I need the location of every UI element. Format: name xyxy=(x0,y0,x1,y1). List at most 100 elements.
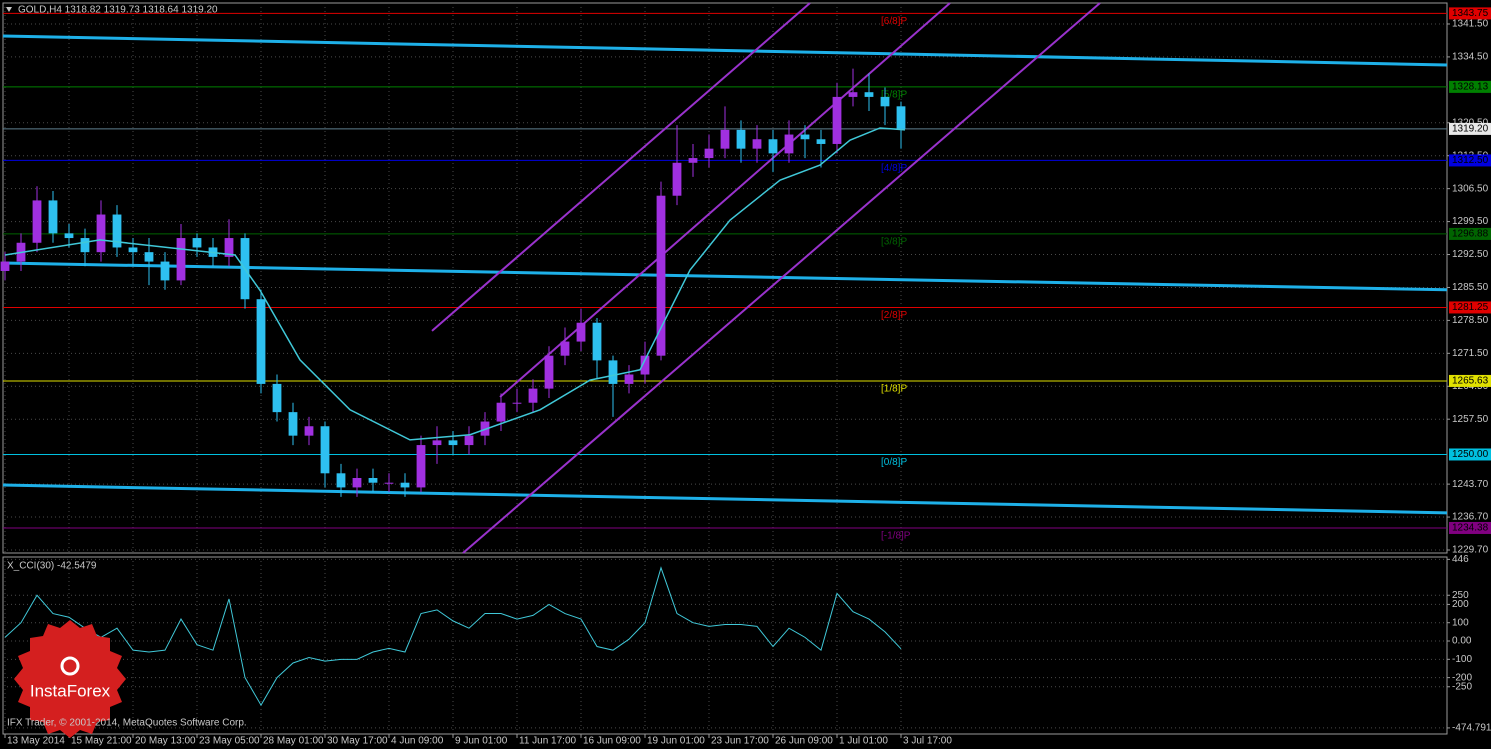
candle-body xyxy=(0,261,10,271)
y-tick-label: 446 xyxy=(1452,554,1469,565)
level-name: [4/8]P xyxy=(881,163,907,174)
candle-body xyxy=(608,360,618,384)
y-tick-label: 0.00 xyxy=(1452,636,1472,647)
candle-body xyxy=(560,341,570,356)
level-name: [0/8]P xyxy=(881,457,907,468)
candle-body xyxy=(384,482,394,484)
level-name: [5/8]P xyxy=(881,90,907,101)
trend-line xyxy=(2,483,1448,515)
candle-body xyxy=(448,440,458,446)
candle-body xyxy=(112,214,122,248)
logo-icon xyxy=(60,656,80,676)
y-tick-label: 200 xyxy=(1452,599,1469,610)
y-tick-label: 1278.50 xyxy=(1452,315,1489,326)
price-badge-label: 1265.63 xyxy=(1452,376,1489,387)
price-badge-label: 1312.50 xyxy=(1452,155,1489,166)
logo-shape xyxy=(14,620,126,738)
price-badge xyxy=(1449,448,1491,461)
y-tick-label: 1229.70 xyxy=(1452,545,1489,556)
candle-body xyxy=(96,214,106,253)
price-badge-label: 1328.13 xyxy=(1452,82,1489,93)
trend-line xyxy=(2,34,1448,67)
candle-body xyxy=(224,238,234,257)
candle-body xyxy=(64,233,74,239)
candle-body xyxy=(768,139,778,154)
candle-body xyxy=(496,402,506,422)
candle-body xyxy=(176,238,186,281)
price-badge xyxy=(1449,7,1491,20)
candle-body xyxy=(192,238,202,248)
candle-body xyxy=(464,435,474,446)
candle-body xyxy=(816,139,826,144)
y-tick-label: -200 xyxy=(1452,672,1472,683)
trend-line xyxy=(499,2,951,398)
cci-line xyxy=(4,566,902,707)
candle-body xyxy=(304,426,314,436)
x-tick-label: 15 May 21:00 xyxy=(71,736,132,747)
candle-body xyxy=(656,195,666,356)
candle-body xyxy=(752,139,762,149)
x-tick-label: 16 Jun 09:00 xyxy=(583,736,641,747)
price-badge xyxy=(1449,80,1491,93)
x-tick-label: 11 Jun 17:00 xyxy=(519,736,577,747)
candle-body xyxy=(672,162,682,196)
level-name: [2/8]P xyxy=(881,310,907,321)
candle-body xyxy=(720,129,730,149)
candle-body xyxy=(400,482,410,488)
candle-body xyxy=(352,478,362,488)
candle-body xyxy=(432,440,442,446)
x-tick-label: 9 Jun 01:00 xyxy=(455,736,508,747)
level-name: [6/8]P xyxy=(881,16,907,27)
candle-body xyxy=(528,388,538,403)
x-tick-label: 3 Jul 17:00 xyxy=(903,736,952,747)
x-tick-label: 23 Jun 17:00 xyxy=(711,736,769,747)
x-tick-label: 19 Jun 01:00 xyxy=(647,736,705,747)
y-tick-label: 1285.50 xyxy=(1452,282,1489,293)
y-tick-label: 1271.50 xyxy=(1452,348,1489,359)
price-badge xyxy=(1449,154,1491,167)
candle-body xyxy=(272,383,282,413)
y-tick-label: 1243.70 xyxy=(1452,479,1489,490)
footer: IFX Trader, © 2001-2014, MetaQuotes Soft… xyxy=(7,718,247,729)
candle-body xyxy=(576,322,586,342)
current-price-label: 1319.20 xyxy=(1452,124,1489,135)
y-tick-label: -474.7914 xyxy=(1452,723,1491,734)
candle-body xyxy=(624,374,634,384)
price-badge xyxy=(1449,227,1491,240)
cci-frame xyxy=(2,556,1448,735)
x-tick-label: 28 May 01:00 xyxy=(263,736,324,747)
y-tick-label: -100 xyxy=(1452,654,1472,665)
price-badge-label: 1296.88 xyxy=(1452,229,1489,240)
candle-body xyxy=(784,134,794,154)
candle-body xyxy=(544,355,554,389)
y-tick-label: 1334.50 xyxy=(1452,52,1489,63)
candle-body xyxy=(144,252,154,262)
candle-body xyxy=(848,92,858,97)
price-badge xyxy=(1449,521,1491,534)
candle-body xyxy=(160,261,170,281)
x-tick-label: 4 Jun 09:00 xyxy=(391,736,444,747)
candle-body xyxy=(832,96,842,144)
candle-body xyxy=(48,200,58,234)
logo-text: InstaForex xyxy=(30,681,111,700)
trend-line xyxy=(462,2,1101,554)
y-tick-label: 1257.50 xyxy=(1452,414,1489,425)
moving-average xyxy=(4,127,906,441)
price-badge xyxy=(1449,301,1491,314)
candle-body xyxy=(256,299,266,384)
candle-body xyxy=(512,402,522,404)
candle-body xyxy=(896,106,906,129)
current-price-badge xyxy=(1449,122,1491,135)
price-badge-label: 1234.38 xyxy=(1452,523,1489,534)
chart-title: GOLD,H4 1318.82 1319.73 1318.64 1319.20 xyxy=(18,5,218,16)
candle-body xyxy=(368,478,378,483)
candle-body xyxy=(128,247,138,253)
y-tick-label: 250 xyxy=(1452,590,1469,601)
x-tick-label: 1 Jul 01:00 xyxy=(839,736,888,747)
y-tick-label: 1292.50 xyxy=(1452,249,1489,260)
candle-body xyxy=(32,200,42,243)
candle-body xyxy=(800,134,810,140)
candle-body xyxy=(288,412,298,436)
